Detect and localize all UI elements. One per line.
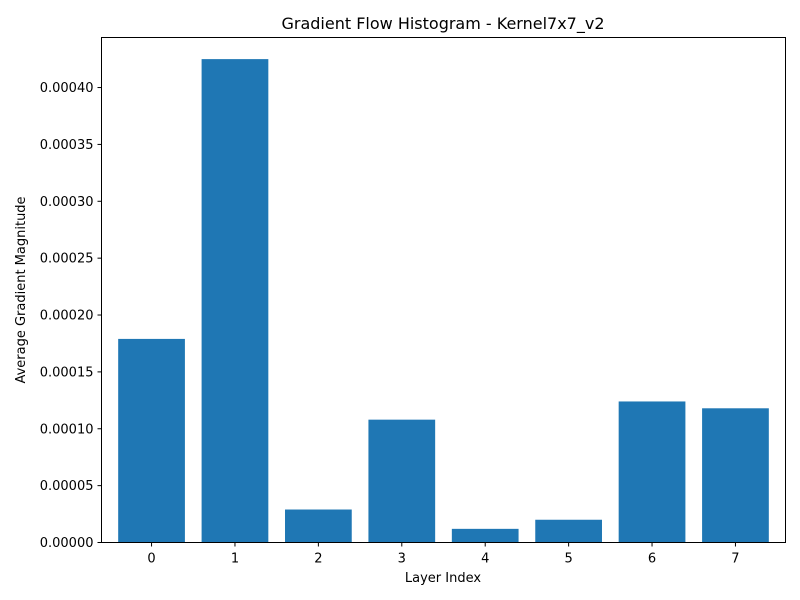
x-tick-label-2: 2: [314, 552, 322, 567]
bar-layer-6: [618, 401, 686, 543]
plot-frame: [101, 37, 786, 543]
x-tick-label-0: 0: [147, 552, 155, 567]
bar-layer-2: [285, 509, 352, 543]
bar-layer-0: [118, 338, 185, 543]
y-tick-label: 0.00030: [40, 195, 94, 210]
bar-layer-3: [368, 419, 436, 543]
bar-layer-5: [535, 519, 602, 543]
y-ticks-group: 0.00000 0.00005 0.00010 0.00015 0.00020 0.000…: [40, 81, 102, 551]
x-tick-label-4: 4: [481, 552, 489, 567]
x-tick-label-1: 1: [231, 552, 239, 567]
bars-group: [118, 59, 769, 543]
y-tick-label: 0.00015: [40, 365, 94, 380]
y-tick-label: 0.00000: [40, 536, 94, 551]
y-tick-label: 0.00025: [40, 252, 94, 267]
bar-layer-7: [702, 408, 769, 543]
bar-layer-4: [451, 528, 519, 543]
x-tick-label-6: 6: [648, 552, 656, 567]
x-axis-label: Layer Index: [405, 571, 481, 586]
y-tick-label: 0.00040: [40, 81, 94, 96]
bar-layer-1: [201, 59, 269, 543]
x-tick-label-3: 3: [398, 552, 406, 567]
x-tick-label-7: 7: [731, 552, 739, 567]
y-tick-label: 0.00020: [40, 309, 94, 324]
y-tick-label: 0.00010: [40, 422, 94, 437]
y-axis-label: Average Gradient Magnitude: [14, 196, 29, 383]
x-ticks-group: 0 1 2 3 4 5 6 7: [147, 542, 740, 567]
y-tick-label: 0.00005: [40, 479, 94, 494]
x-tick-label-5: 5: [564, 552, 572, 567]
y-tick-label: 0.00035: [40, 138, 94, 153]
chart-title: Gradient Flow Histogram - Kernel7x7_v2: [281, 14, 604, 34]
